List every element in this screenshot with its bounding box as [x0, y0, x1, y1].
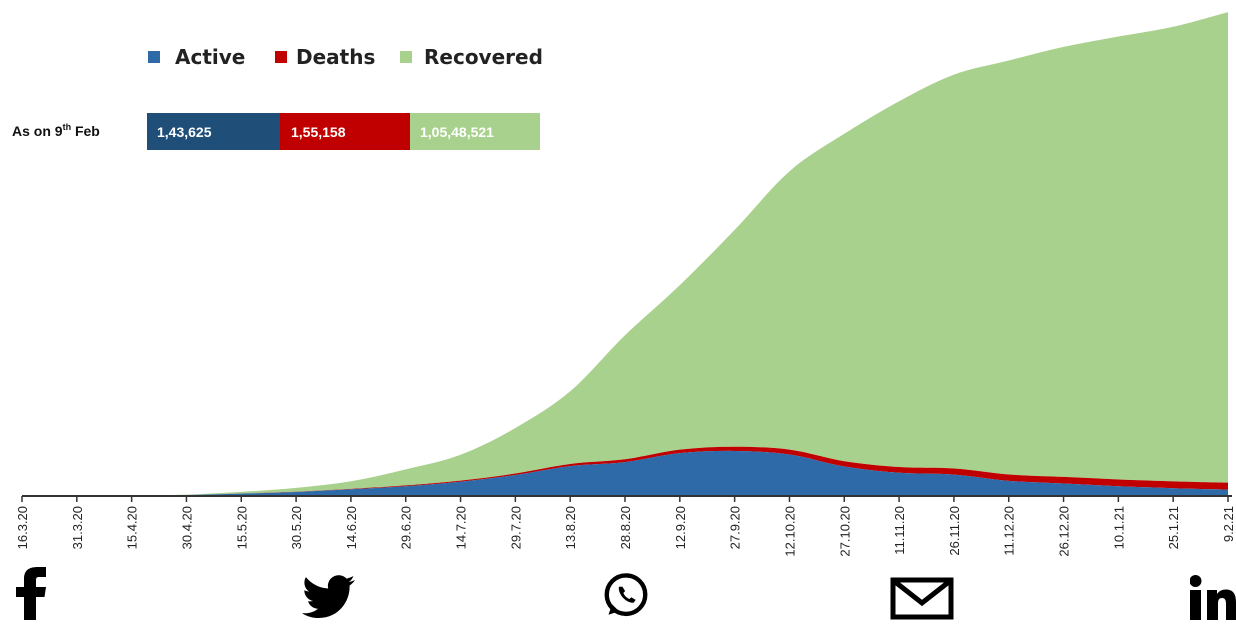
- legend-swatch-recovered: [400, 51, 412, 63]
- linkedin-icon[interactable]: [1189, 575, 1236, 620]
- x-tick-label: 30.4.20: [179, 506, 194, 549]
- x-axis-ticks: 16.3.20 31.3.20 15.4.20 30.4.20 15.5.20 30.5.…: [15, 496, 1236, 557]
- x-tick-label: 14.7.20: [454, 506, 469, 549]
- whatsapp-icon[interactable]: [598, 571, 654, 620]
- x-tick-label: 13.8.20: [563, 506, 578, 549]
- x-tick-label: 15.4.20: [125, 506, 140, 549]
- share-bar: [0, 565, 1236, 620]
- x-tick-label: 16.3.20: [15, 506, 30, 549]
- x-tick-label: 30.5.20: [289, 506, 304, 549]
- summary-value-active: 1,43,625: [157, 124, 212, 140]
- x-tick-label: 14.6.20: [344, 506, 359, 549]
- x-tick-label: 25.1.21: [1166, 506, 1181, 549]
- x-tick-label: 31.3.20: [70, 506, 85, 549]
- legend-label-recovered: Recovered: [424, 45, 543, 69]
- area-recovered: [22, 12, 1228, 496]
- area-active: [22, 450, 1228, 496]
- summary-label-tail: Feb: [71, 123, 100, 139]
- summary-value-deaths: 1,55,158: [291, 124, 346, 140]
- x-tick-label: 11.12.20: [1002, 506, 1017, 556]
- legend-swatch-deaths: [275, 51, 287, 63]
- legend-label-active: Active: [175, 45, 245, 69]
- legend-label-deaths: Deaths: [296, 45, 375, 69]
- x-tick-label: 27.10.20: [837, 506, 852, 557]
- x-tick-label: 9.2.21: [1221, 506, 1236, 542]
- summary-box-deaths: [280, 113, 410, 150]
- x-tick-label: 28.8.20: [618, 506, 633, 549]
- x-tick-label: 29.6.20: [399, 506, 414, 549]
- x-tick-label: 15.5.20: [234, 506, 249, 549]
- x-tick-label: 10.1.21: [1111, 506, 1126, 549]
- twitter-icon[interactable]: [302, 575, 356, 620]
- x-tick-label: 29.7.20: [508, 506, 523, 549]
- x-tick-label: 12.9.20: [673, 506, 688, 549]
- summary-box-active: [147, 113, 280, 150]
- summary-label: As on 9th Feb: [12, 122, 100, 139]
- chart-areas: [22, 12, 1228, 496]
- mail-icon[interactable]: [890, 577, 954, 620]
- summary-row: As on 9th Feb 1,43,625 1,55,158 1,05,48,…: [12, 113, 540, 150]
- x-tick-label: 11.11.20: [892, 506, 907, 555]
- x-tick-label: 26.12.20: [1057, 506, 1072, 557]
- facebook-icon[interactable]: [12, 567, 52, 620]
- x-tick-label: 27.9.20: [728, 506, 743, 549]
- x-tick-label: 26.11.20: [947, 506, 962, 556]
- summary-label-sup: th: [63, 122, 72, 132]
- legend-swatch-active: [148, 51, 160, 63]
- summary-value-recovered: 1,05,48,521: [420, 124, 494, 140]
- summary-label-main: As on 9: [12, 123, 63, 139]
- legend: Active Deaths Recovered: [148, 45, 543, 69]
- summary-box-recovered: [410, 113, 540, 150]
- x-tick-label: 12.10.20: [782, 506, 797, 557]
